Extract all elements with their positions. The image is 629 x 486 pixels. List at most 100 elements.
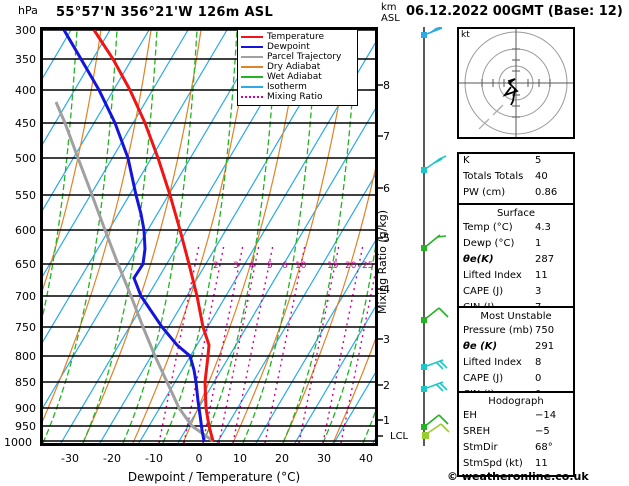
legend-swatch-dewpoint [241,46,263,48]
surface-val-lifted-index: 11 [535,270,548,281]
legend-swatch-isotherm [241,86,263,88]
hodo-val-stmspd: 11 [535,458,548,469]
pressure-tick-1000: 1000 [4,436,32,449]
pressure-tick-350: 350 [15,53,36,66]
isobar-lines [43,30,375,442]
surface-val-cape: 3 [535,286,542,297]
unstable-val-pressure: 750 [535,325,555,336]
legend-swatch-dry-adiabat [241,66,263,68]
hodo-key-stmdir: StmDir [463,442,498,453]
legend-swatch-mixing-ratio [241,96,263,98]
wind-barb-500mb [421,155,447,173]
wind-barb-880mb [421,359,448,370]
wind-barb-800mb [421,307,449,323]
table-row: EH −14 [459,410,573,426]
wind-barb-975mb [421,414,449,430]
pressure-tick-500: 500 [15,152,36,165]
pressure-tick-850: 850 [15,376,36,389]
hodo-key-stmspd: StmSpd (kt) [463,458,523,469]
table-row: CAPE (J) 3 [459,286,573,302]
temp-tick-10: 10 [233,452,247,465]
wind-barb-320mb [421,27,443,38]
pressure-tick-700: 700 [15,290,36,303]
dewpoint-curve [62,30,206,442]
table-row: StmDir 68° [459,442,573,458]
legend-item-dry-adiabat: Dry Adiabat [241,62,354,72]
hodograph-unit-label: kt [461,30,470,40]
index-key-k: K [463,155,470,166]
height-unit-line1: km [381,2,397,13]
unstable-val-cape: 0 [535,373,542,384]
surface-key-cape: CAPE (J) [463,286,504,297]
legend-label-mixing-ratio: Mixing Ratio [267,92,323,102]
height-tick-2: 2 [383,379,390,392]
index-val-pw: 0.86 [535,187,558,198]
surface-table: Surface Temp (°C) 4.3 Dewp (°C) 1 θe(K) … [457,203,575,321]
hodograph-plot [457,27,575,139]
height-axis-ticks [376,84,383,437]
hodo-val-sreh: −5 [535,426,550,437]
temp-tick-minus20: -20 [103,452,121,465]
wind-barb-650mb [421,234,447,251]
legend-item-wet-adiabat: Wet Adiabat [241,72,354,82]
table-row: Totals Totals 40 [459,171,573,187]
legend-item-isotherm: Isotherm [241,82,354,92]
legend-swatch-parcel-trajectory [241,56,263,58]
pressure-tick-550: 550 [15,189,36,202]
hodograph-trace [502,78,519,106]
legend-label-isotherm: Isotherm [267,82,307,92]
surface-key-theta-e: θe(K) [463,254,494,265]
mixing-ratio-label-20: 20 [345,261,357,271]
surface-val-theta-e: 287 [535,254,555,265]
hodo-key-sreh: SREH [463,426,491,437]
pressure-tick-400: 400 [15,84,36,97]
hodograph-heading: Hodograph [488,396,544,407]
hodo-val-eh: −14 [535,410,557,421]
height-tick-1: 1 [383,414,390,427]
legend-label-dry-adiabat: Dry Adiabat [267,62,321,72]
pressure-tick-800: 800 [15,350,36,363]
unstable-val-lifted-index: 8 [535,357,542,368]
mixing-ratio-label-6: 6 [282,261,288,271]
lcl-marker-label: LCL [390,431,409,442]
unstable-key-cape: CAPE (J) [463,373,504,384]
datetime-title: 06.12.2022 00GMT (Base: 12) [406,4,623,19]
index-key-totals-totals: Totals Totals [463,171,524,182]
table-row: CAPE (J) 0 [459,373,573,389]
legend-item-temperature: Temperature [241,32,354,42]
mixing-ratio-label-2: 2 [213,261,219,271]
wind-barb-1000mb [422,423,450,439]
hodo-val-stmdir: 68° [535,442,553,453]
copyright-footer: © weatheronline.co.uk [447,470,589,483]
temperature-curve [92,30,215,442]
x-axis-title: Dewpoint / Temperature (°C) [127,470,301,484]
surface-key-temp: Temp (°C) [463,222,513,233]
surface-val-temp: 4.3 [535,222,551,233]
mixing-ratio-label-3: 3 [233,261,239,271]
temp-tick-20: 20 [275,452,289,465]
hodograph-axes [459,29,573,137]
index-val-k: 5 [535,155,542,166]
pressure-tick-950: 950 [15,420,36,433]
indices-table: K 5 Totals Totals 40 PW (cm) 0.86 [457,152,575,206]
legend-swatch-wet-adiabat [241,76,263,78]
parcel-trajectory-curve [54,101,214,443]
hodograph-storm-barbs [478,104,504,130]
legend: Temperature Dewpoint Parcel Trajectory D… [237,29,358,106]
mixing-ratio-axis-title: Mixing Ratio (g/kg) [376,210,389,314]
pressure-tick-750: 750 [15,321,36,334]
table-row: StmSpd (kt) 11 [459,458,573,474]
height-unit-label: km ASL [381,2,400,24]
table-row: θe (K) 291 [459,341,573,357]
index-key-pw: PW (cm) [463,187,506,198]
pressure-tick-300: 300 [15,24,36,37]
height-tick-7: 7 [383,130,390,143]
unstable-key-lifted-index: Lifted Index [463,357,522,368]
mixing-ratio-label-10: 10 [295,261,307,271]
hodograph-svg [459,29,573,137]
pressure-unit-label: hPa [18,4,38,17]
surface-val-dewp: 1 [535,238,542,249]
mixing-ratio-label-15: 15 [327,261,339,271]
table-row: Lifted Index 11 [459,270,573,286]
wet-adiabat-lines [43,30,375,443]
